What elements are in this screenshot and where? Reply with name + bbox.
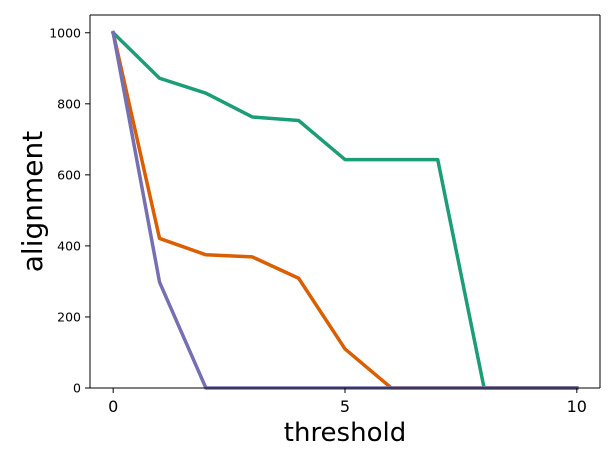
plot-background [90,15,600,388]
y-tick-label: 0 [73,381,81,396]
axes-layer: 0 5 10 0 200 400 600 800 1000 [49,14,601,416]
y-tick-label: 200 [57,309,81,324]
x-axis-title: threshold [284,418,406,448]
y-axis-title: alignment [16,131,49,272]
y-tick-label: 600 [57,167,81,182]
x-tick-label: 5 [340,397,350,416]
y-tick-label: 1000 [49,25,81,40]
x-tick-label: 0 [108,397,118,416]
y-tick-label: 400 [57,238,81,253]
plot-area [90,15,600,388]
y-tick-label: 800 [57,96,81,111]
x-tick-label: 10 [567,397,587,416]
